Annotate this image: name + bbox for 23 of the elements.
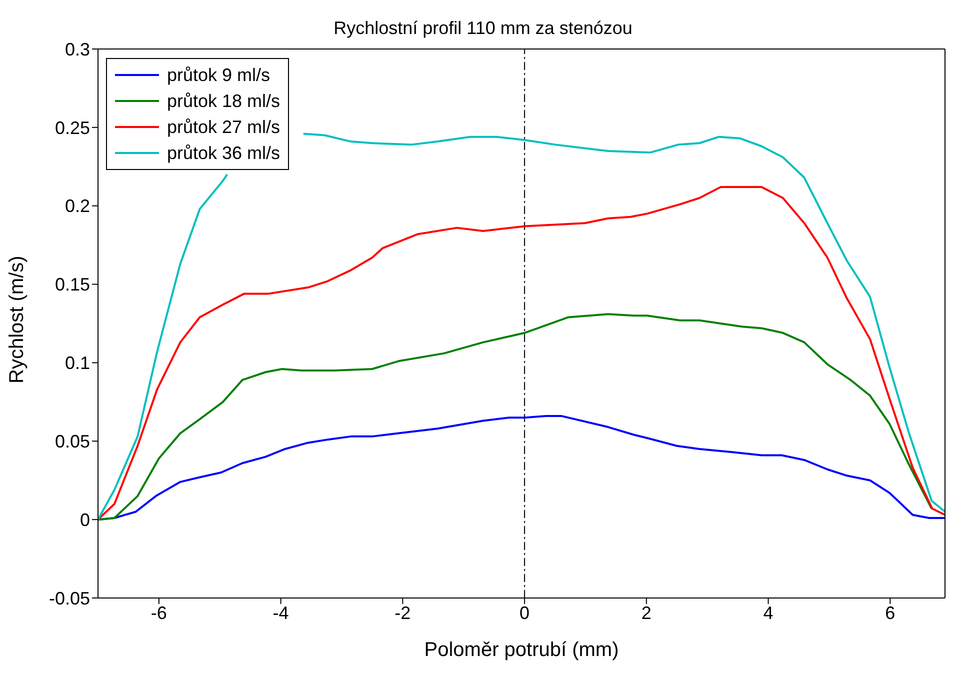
x-tick-label: 4	[763, 602, 774, 623]
y-tick-label: 0.25	[54, 118, 90, 138]
y-tick-label: 0	[80, 510, 90, 530]
x-axis-title: Poloměr potrubí (mm)	[424, 639, 619, 661]
y-axis-title: Rychlost (m/s)	[6, 256, 28, 384]
y-tick-label: -0.05	[48, 588, 90, 608]
x-tick-label: 0	[520, 602, 530, 623]
legend-label: průtok 27 ml/s	[167, 116, 280, 138]
y-tick-label: 0.1	[64, 353, 90, 374]
x-tick-label: -6	[150, 602, 167, 623]
legend-label: průtok 9 ml/s	[167, 64, 270, 86]
legend-label: průtok 18 ml/s	[167, 90, 280, 112]
line-series	[98, 313, 933, 521]
y-tick-label: 0.15	[54, 274, 90, 295]
x-tick-label: -2	[394, 602, 411, 623]
y-tick-label: 0.05	[54, 432, 90, 452]
legend-label: průtok 36 ml/s	[167, 142, 280, 164]
x-tick-label: 2	[641, 602, 652, 623]
chart-title: Rychlostní profil 110 mm za stenózou	[332, 18, 634, 39]
x-tick-label: -4	[272, 602, 289, 623]
y-tick-label: 0.3	[64, 39, 90, 60]
y-tick-label: 0.2	[64, 196, 90, 216]
x-tick-label: 6	[885, 602, 896, 623]
